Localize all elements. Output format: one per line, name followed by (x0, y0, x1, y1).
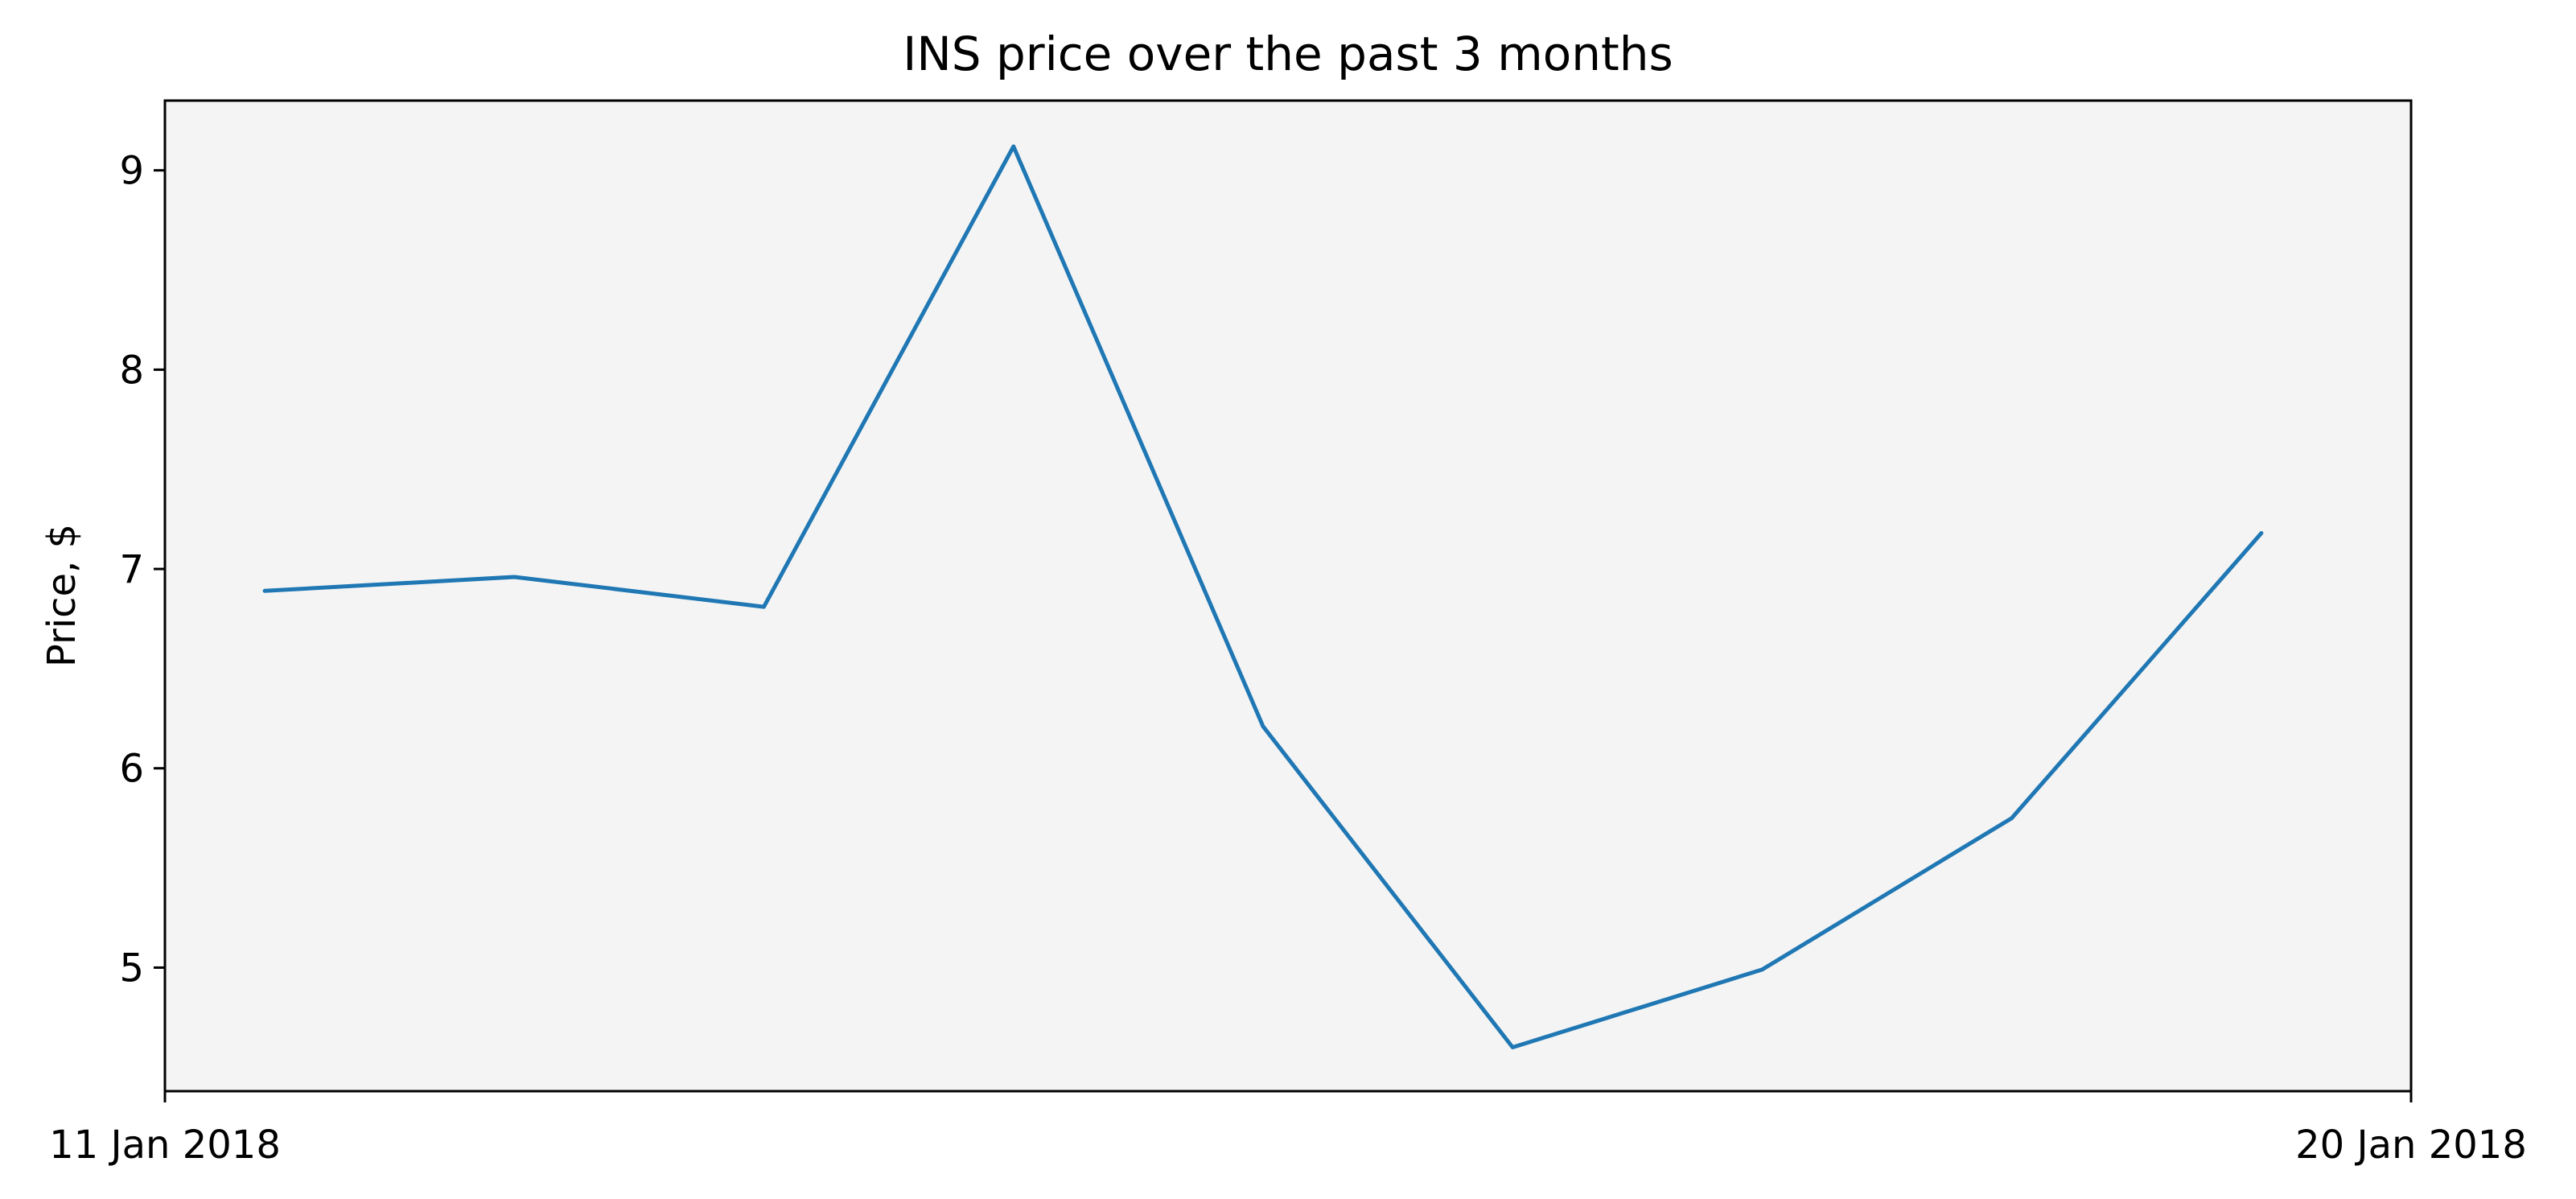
y-tick-label: 8 (119, 348, 144, 393)
y-axis-label: Price, $ (39, 524, 84, 667)
chart-title: INS price over the past 3 months (903, 27, 1673, 81)
plot-background (165, 101, 2411, 1091)
y-tick-label: 7 (119, 547, 144, 592)
plot-frame (163, 99, 2413, 1093)
y-tick-label: 9 (119, 149, 144, 194)
price-series-line (262, 144, 2264, 1049)
y-axis-ticks: 5 6 7 8 9 (119, 149, 165, 991)
x-tick-label: 11 Jan 2018 (49, 1123, 281, 1168)
x-axis-ticks: 11 Jan 2018 20 Jan 2018 (49, 1091, 2527, 1168)
x-tick-label: 20 Jan 2018 (2295, 1123, 2527, 1168)
y-tick-label: 5 (119, 946, 144, 991)
y-tick-label: 6 (119, 747, 144, 792)
